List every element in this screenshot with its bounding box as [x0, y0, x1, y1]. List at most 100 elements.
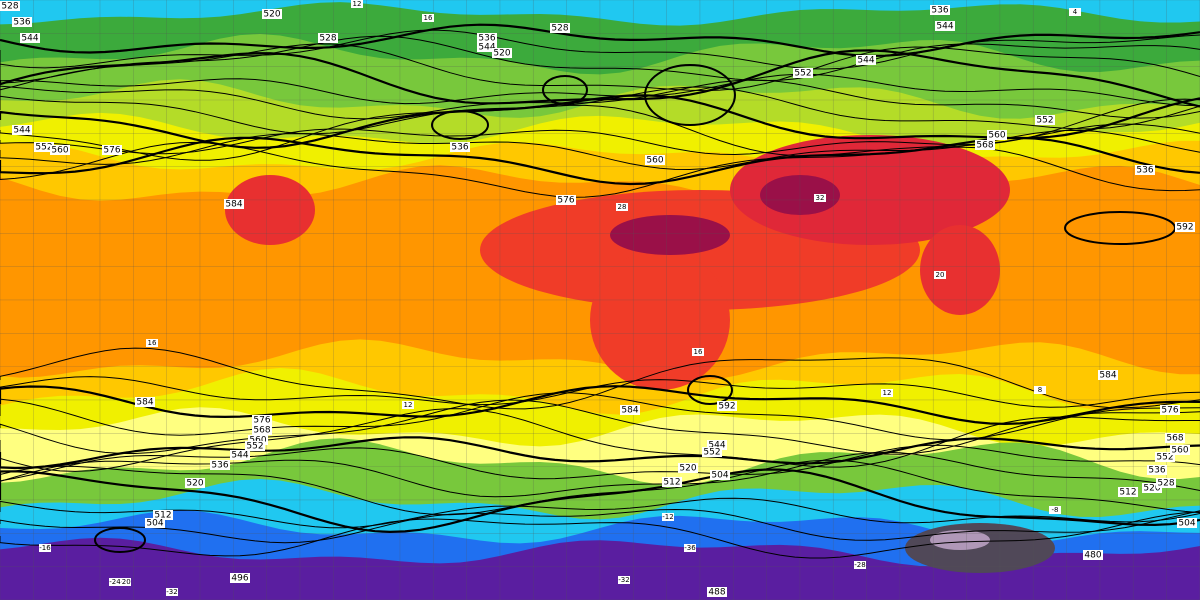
temperature-label: 28 [618, 203, 627, 211]
contour [0, 408, 1200, 472]
height-label: 488 [708, 588, 725, 598]
label-box [50, 145, 70, 155]
label-box [1069, 8, 1081, 16]
label-box [934, 271, 946, 279]
contour [0, 35, 1200, 84]
height-label: 576 [253, 416, 270, 426]
height-label: 512 [663, 478, 680, 488]
label-box [20, 33, 40, 43]
height-label: 568 [253, 426, 270, 436]
closed-contour [687, 375, 733, 405]
label-box [12, 17, 32, 27]
height-label: 536 [451, 143, 468, 153]
label-box [34, 142, 54, 152]
height-label: 576 [557, 196, 574, 206]
height-label: 560 [249, 436, 266, 446]
height-label: 480 [1084, 551, 1101, 561]
height-label: 544 [936, 22, 953, 32]
height-label: 552 [794, 69, 811, 79]
label-box [1049, 506, 1061, 514]
height-label: 512 [154, 511, 171, 521]
contour [0, 511, 1200, 559]
height-label: 592 [1176, 223, 1193, 233]
contour [0, 29, 1200, 70]
contour [0, 508, 1200, 544]
height-label: 536 [211, 461, 228, 471]
label-box [1160, 405, 1180, 415]
label-box [492, 48, 512, 58]
label-box [402, 401, 414, 409]
temperature-label: -8 [1052, 506, 1059, 514]
label-box [102, 145, 122, 155]
contour [0, 444, 1200, 482]
temperature-label: 16 [424, 14, 433, 22]
height-label: 552 [35, 143, 52, 153]
label-box [1034, 386, 1046, 394]
height-label: 576 [103, 146, 120, 156]
contour [0, 497, 1200, 529]
height-label: 552 [1036, 116, 1053, 126]
height-label: 528 [551, 24, 568, 34]
label-box [12, 125, 32, 135]
temperature-label: 12 [353, 0, 362, 8]
height-label: 520 [263, 10, 280, 20]
label-box [185, 478, 205, 488]
label-box [707, 587, 727, 597]
label-box [1155, 452, 1175, 462]
label-box [1175, 222, 1195, 232]
height-label: 576 [1161, 406, 1178, 416]
label-box [1118, 487, 1138, 497]
label-box [1170, 445, 1190, 455]
height-label: 544 [857, 56, 874, 66]
label-box [0, 1, 20, 11]
label-box [153, 510, 173, 520]
height-label: 496 [231, 574, 248, 584]
temperature-label: 20 [936, 271, 945, 279]
height-label: 528 [1157, 479, 1174, 489]
temperature-label: -32 [618, 576, 629, 584]
temperature-label: 32 [816, 194, 825, 202]
label-box [145, 518, 165, 528]
height-label: 560 [51, 146, 68, 156]
contour [0, 141, 1200, 198]
temperature-label: -32 [166, 588, 177, 596]
height-label: 584 [225, 200, 242, 210]
label-box [935, 21, 955, 31]
height-label: 544 [478, 43, 495, 53]
contour [0, 385, 1200, 426]
label-box [881, 389, 893, 397]
label-box [230, 573, 250, 583]
height-label: 528 [1, 2, 18, 12]
height-label: 528 [319, 34, 336, 44]
height-label: 544 [21, 34, 38, 44]
height-label: 520 [1143, 484, 1160, 494]
label-box [477, 33, 497, 43]
label-box [856, 55, 876, 65]
label-box [556, 195, 576, 205]
contour [0, 79, 1200, 120]
label-box [645, 155, 665, 165]
hot-areas [225, 135, 1055, 573]
label-box [245, 441, 265, 451]
label-box [678, 463, 698, 473]
label-box [146, 339, 158, 347]
height-label: 560 [646, 156, 663, 166]
label-box [1177, 518, 1197, 528]
contour [0, 98, 1200, 161]
label-box [210, 460, 230, 470]
height-label: 584 [621, 406, 638, 416]
temperature-label: 16 [694, 348, 703, 356]
label-box [975, 140, 995, 150]
closed-contour [542, 75, 588, 105]
label-box [477, 42, 497, 52]
height-label: 536 [1136, 166, 1153, 176]
label-box [1135, 165, 1155, 175]
label-box [707, 440, 727, 450]
closed-contour [644, 64, 736, 126]
height-label: 504 [1178, 519, 1195, 529]
temperature-label: -24 [109, 578, 121, 586]
band [0, 537, 1200, 600]
label-box [109, 578, 121, 586]
